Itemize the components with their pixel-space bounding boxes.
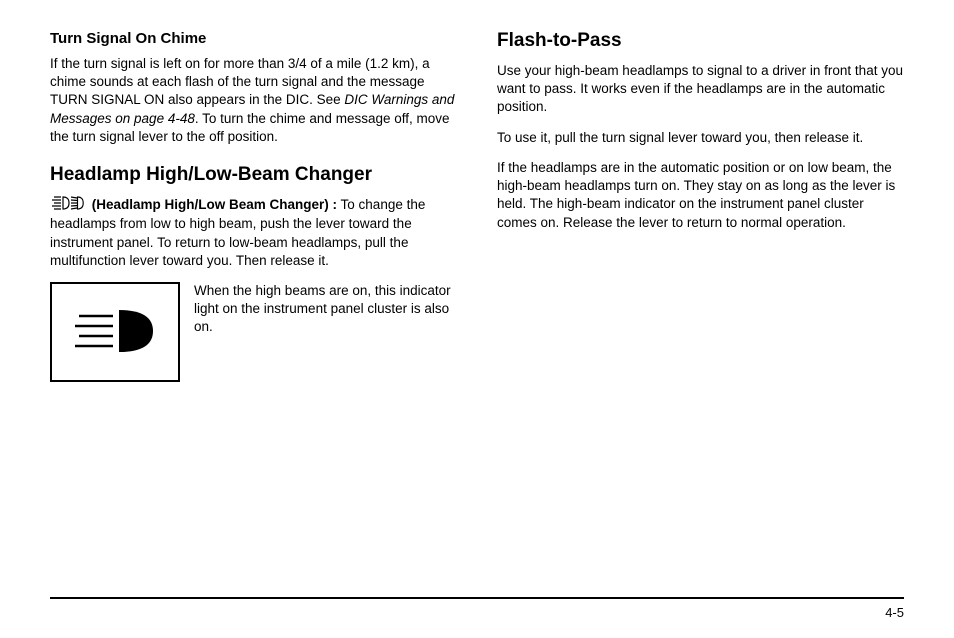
flash-to-pass-p2: To use it, pull the turn signal lever to… [497, 129, 904, 147]
right-column: Flash-to-Pass Use your high-beam headlam… [497, 30, 904, 382]
high-beam-indicator-icon [65, 302, 165, 362]
headlamp-label: (Headlamp High/Low Beam Changer) : [88, 197, 337, 212]
page-number: 4-5 [50, 605, 904, 620]
flash-to-pass-p3: If the headlamps are in the automatic po… [497, 159, 904, 232]
left-column: Turn Signal On Chime If the turn signal … [50, 30, 457, 382]
high-low-beam-icon [50, 196, 84, 215]
page-content: Turn Signal On Chime If the turn signal … [50, 30, 904, 382]
indicator-row: When the high beams are on, this indicat… [50, 282, 457, 382]
footer-rule [50, 597, 904, 599]
page-footer: 4-5 [50, 597, 904, 620]
headlamp-changer-heading: Headlamp High/Low-Beam Changer [50, 164, 457, 186]
high-beam-indicator-figure [50, 282, 180, 382]
flash-to-pass-p1: Use your high-beam headlamps to signal t… [497, 62, 904, 117]
headlamp-changer-paragraph: (Headlamp High/Low Beam Changer) : To ch… [50, 196, 457, 270]
flash-to-pass-heading: Flash-to-Pass [497, 30, 904, 52]
indicator-caption: When the high beams are on, this indicat… [194, 282, 457, 337]
turn-signal-heading: Turn Signal On Chime [50, 30, 457, 47]
turn-signal-paragraph: If the turn signal is left on for more t… [50, 55, 457, 146]
